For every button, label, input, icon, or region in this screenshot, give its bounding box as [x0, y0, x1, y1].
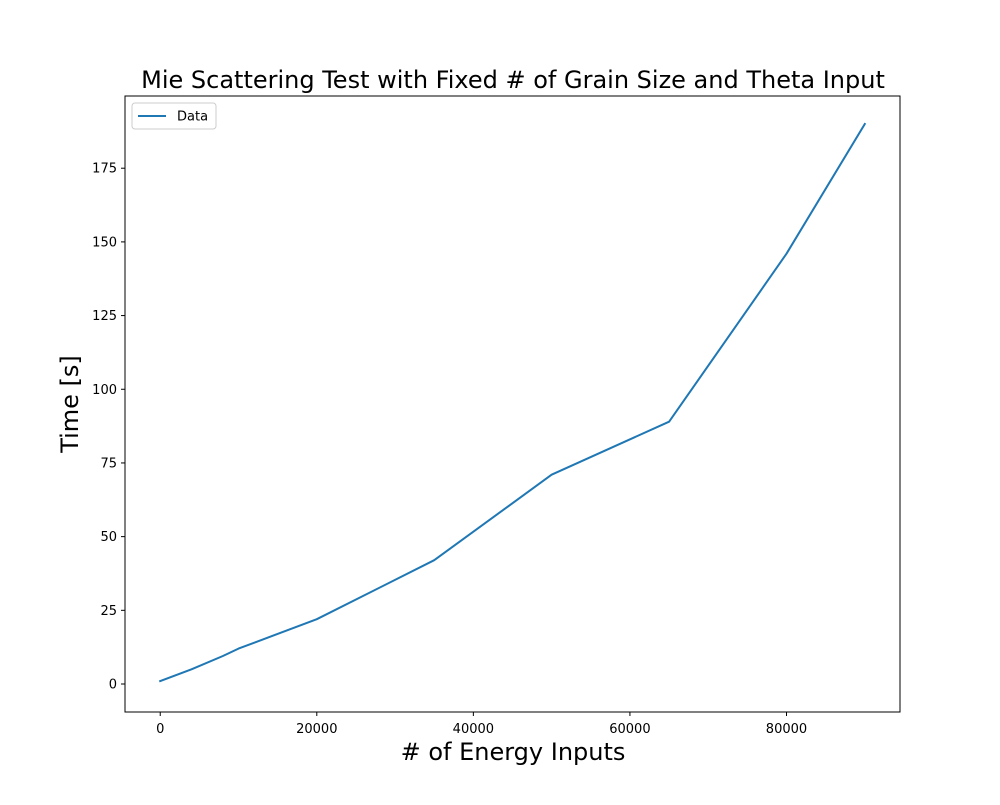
x-tick-label: 40000 [453, 722, 494, 737]
y-tick-label: 125 [92, 309, 117, 324]
y-tick-label: 50 [100, 530, 117, 545]
plot-area [158, 122, 867, 683]
y-tick-label: 100 [92, 383, 117, 398]
x-tick-label: 60000 [609, 722, 650, 737]
chart-title: Mie Scattering Test with Fixed # of Grai… [141, 66, 885, 94]
legend-label: Data [177, 110, 208, 125]
legend: Data [131, 102, 217, 130]
x-tick-label: 80000 [766, 722, 807, 737]
y-axis-title: Time [s] [56, 355, 84, 454]
y-axis: 0 25 50 75 100 125 150 175 [92, 162, 125, 693]
y-tick-label: 175 [92, 162, 117, 177]
x-tick-label: 0 [156, 722, 164, 737]
y-tick-label: 0 [109, 678, 117, 693]
y-tick-label: 150 [92, 235, 117, 250]
series-line-data [158, 122, 867, 683]
y-tick-label: 75 [100, 456, 117, 471]
plot-frame [124, 95, 901, 713]
x-axis-title: # of Energy Inputs [401, 738, 626, 766]
y-tick-label: 25 [100, 604, 117, 619]
x-axis: 0 20000 40000 60000 80000 [156, 712, 807, 737]
legend-box [131, 102, 217, 130]
x-tick-label: 20000 [296, 722, 337, 737]
